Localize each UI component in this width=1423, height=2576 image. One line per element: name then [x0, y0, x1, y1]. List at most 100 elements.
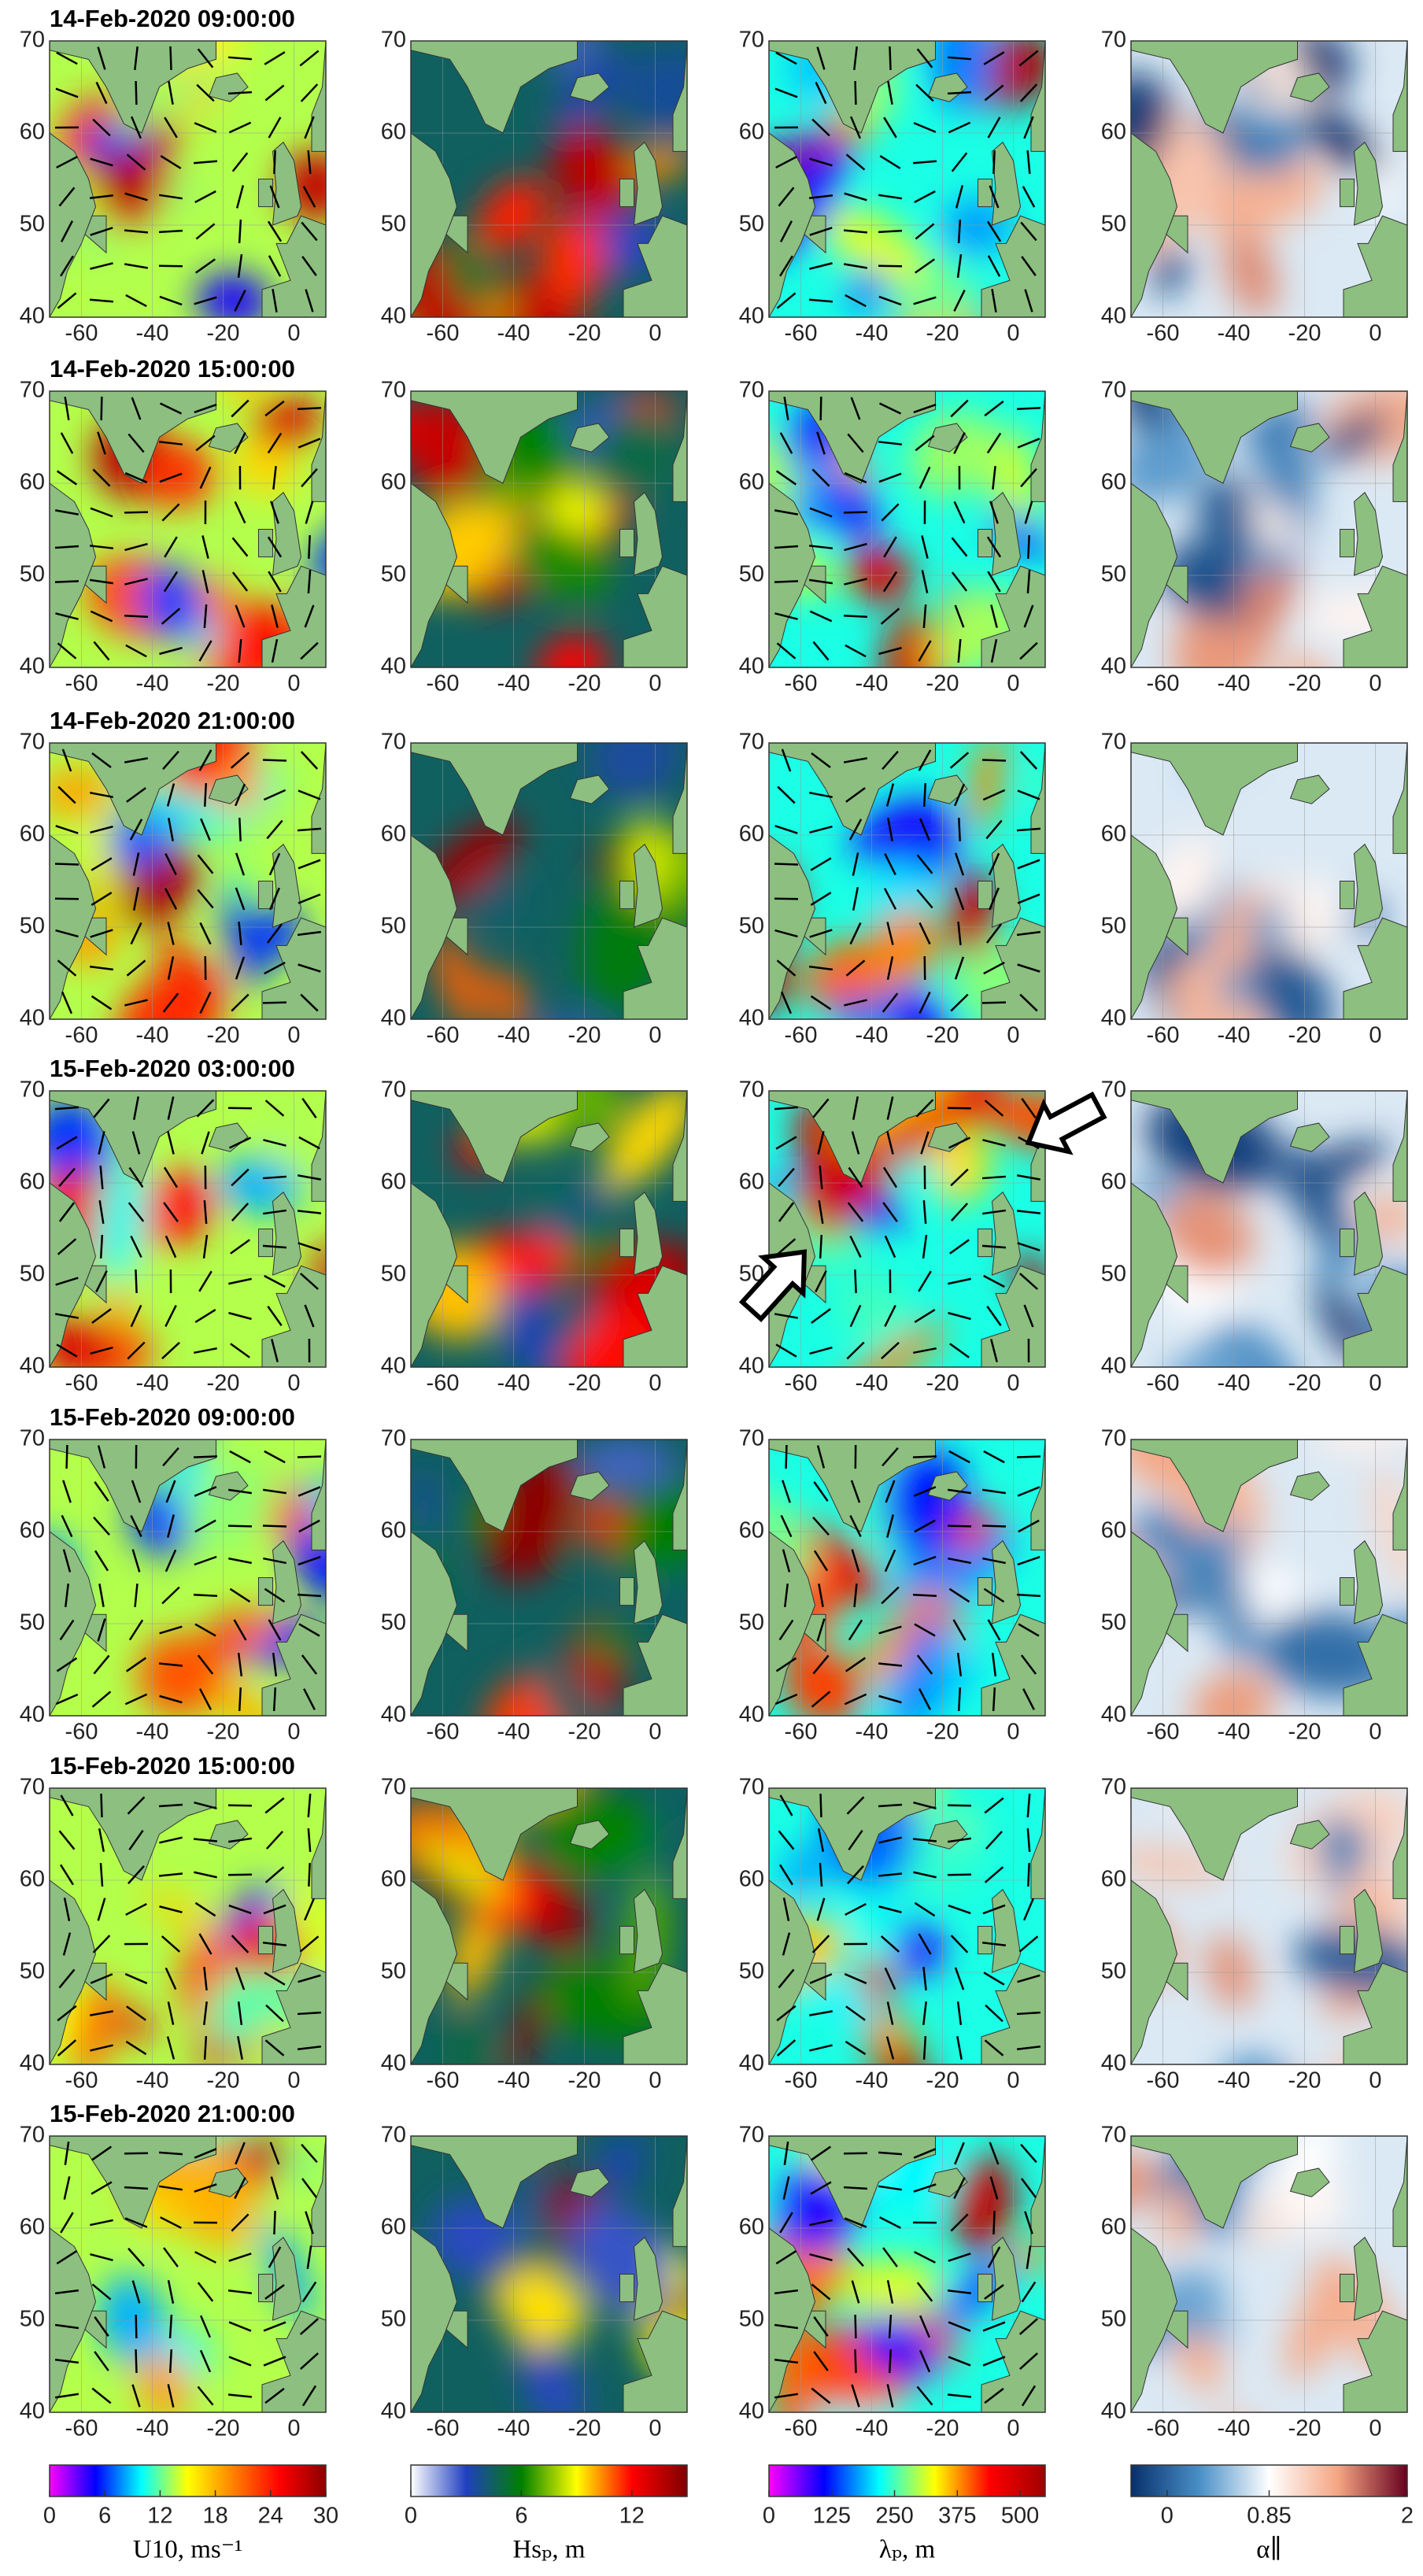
x-tick-label: -40 — [497, 671, 530, 697]
x-tick-label: 0 — [287, 2416, 300, 2441]
x-tick-label: 0 — [649, 2068, 661, 2094]
vector-arrow — [159, 266, 183, 267]
x-tick-label: -40 — [136, 1720, 169, 1745]
vector-arrow — [924, 783, 926, 807]
land — [1340, 1578, 1355, 1606]
y-tick-label: 60 — [20, 470, 45, 495]
map-panel — [13, 1087, 347, 1391]
x-tick-label: -60 — [1147, 1720, 1180, 1745]
colorbar-label: λₚ, m — [879, 2536, 936, 2564]
y-tick-label: 40 — [20, 2399, 45, 2424]
colorbar-label: α∥ — [1256, 2536, 1282, 2564]
x-tick-label: 0 — [649, 671, 661, 697]
land — [620, 2275, 634, 2302]
y-tick-label: 50 — [739, 562, 764, 587]
vector-arrow — [263, 1526, 286, 1527]
x-tick-label: -40 — [497, 2416, 530, 2441]
map-panel — [1077, 1391, 1423, 1757]
y-tick-label: 40 — [739, 1006, 764, 1031]
vector-arrow — [889, 46, 890, 70]
colorbar-tick-label: 2 — [1401, 2504, 1414, 2529]
y-tick-label: 50 — [20, 562, 45, 587]
y-tick-label: 70 — [381, 1775, 406, 1800]
x-tick-label: 0 — [1007, 2416, 1019, 2441]
x-tick-label: -60 — [65, 671, 98, 697]
y-tick-label: 60 — [381, 2215, 406, 2240]
y-tick-label: 70 — [1101, 1426, 1126, 1451]
vector-arrow — [774, 581, 798, 582]
vector-arrow — [55, 863, 79, 864]
y-tick-label: 50 — [20, 212, 45, 237]
y-tick-label: 70 — [381, 730, 406, 755]
x-tick-label: -20 — [1288, 321, 1321, 346]
x-tick-label: -20 — [568, 321, 601, 346]
x-tick-label: -60 — [1147, 1023, 1180, 1048]
vector-arrow — [136, 81, 137, 105]
x-tick-label: -60 — [65, 2068, 98, 2094]
y-tick-label: 40 — [381, 304, 406, 329]
colorbar — [769, 2465, 1045, 2497]
x-tick-label: 0 — [1369, 2416, 1381, 2441]
y-tick-label: 70 — [739, 2123, 764, 2148]
y-tick-label: 70 — [381, 1077, 406, 1103]
x-tick-label: -60 — [427, 2068, 460, 2094]
y-tick-label: 70 — [739, 378, 764, 403]
x-tick-label: 0 — [1369, 1023, 1381, 1048]
x-tick-label: -20 — [207, 1371, 240, 1396]
x-tick-label: -60 — [65, 1720, 98, 1745]
y-tick-label: 70 — [1101, 378, 1126, 403]
y-tick-label: 40 — [20, 1702, 45, 1728]
y-tick-label: 70 — [1101, 1077, 1126, 1103]
y-tick-label: 70 — [20, 730, 45, 755]
colorbar-tick-label: 30 — [313, 2504, 338, 2529]
x-tick-label: -60 — [785, 1720, 818, 1745]
x-tick-label: 0 — [1007, 671, 1019, 697]
vector-arrow — [170, 46, 171, 70]
timestamp: 14-Feb-2020 15:00:00 — [50, 355, 295, 383]
x-tick-label: 0 — [649, 1371, 661, 1396]
x-tick-label: -40 — [136, 2068, 169, 2094]
x-tick-label: -40 — [856, 1720, 889, 1745]
y-tick-label: 70 — [20, 1775, 45, 1800]
land — [1340, 530, 1355, 557]
x-tick-label: 0 — [649, 321, 661, 346]
y-tick-label: 40 — [739, 1702, 764, 1728]
vector-arrow — [821, 1794, 822, 1817]
y-tick-label: 60 — [739, 1518, 764, 1543]
vector-arrow — [924, 2036, 926, 2060]
y-tick-label: 40 — [20, 304, 45, 329]
y-tick-label: 60 — [20, 1170, 45, 1195]
y-tick-label: 50 — [381, 1610, 406, 1635]
y-tick-label: 50 — [1101, 1959, 1126, 1984]
y-tick-label: 60 — [381, 120, 406, 145]
x-tick-label: -60 — [427, 1023, 460, 1048]
y-tick-label: 40 — [1101, 1006, 1126, 1031]
vector-arrow — [993, 2211, 994, 2234]
x-tick-label: -40 — [1218, 1371, 1251, 1396]
vector-arrow — [1028, 535, 1029, 559]
vector-arrow — [948, 1875, 971, 1876]
land — [978, 179, 992, 207]
colorbar-label: Hsₚ, m — [512, 2536, 585, 2564]
vector-arrow — [101, 1235, 102, 1258]
y-tick-label: 60 — [1101, 120, 1126, 145]
y-tick-label: 60 — [20, 2215, 45, 2240]
vector-arrow — [194, 1456, 217, 1457]
x-tick-label: -20 — [926, 1720, 959, 1745]
y-tick-label: 60 — [1101, 1170, 1126, 1195]
x-tick-label: -40 — [1218, 1023, 1251, 1048]
y-tick-label: 70 — [20, 378, 45, 403]
land — [978, 530, 992, 557]
x-tick-label: -20 — [1288, 2068, 1321, 2094]
x-tick-label: -40 — [1218, 1720, 1251, 1745]
x-tick-label: -60 — [785, 2416, 818, 2441]
x-tick-label: -20 — [207, 2416, 240, 2441]
y-tick-label: 60 — [20, 1518, 45, 1543]
y-tick-label: 60 — [20, 1867, 45, 1892]
x-tick-label: -40 — [1218, 2416, 1251, 2441]
vector-arrow — [948, 1526, 971, 1527]
y-tick-label: 50 — [20, 1610, 45, 1635]
x-tick-label: -40 — [1218, 321, 1251, 346]
colorbar-tick-label: 6 — [515, 2504, 527, 2529]
